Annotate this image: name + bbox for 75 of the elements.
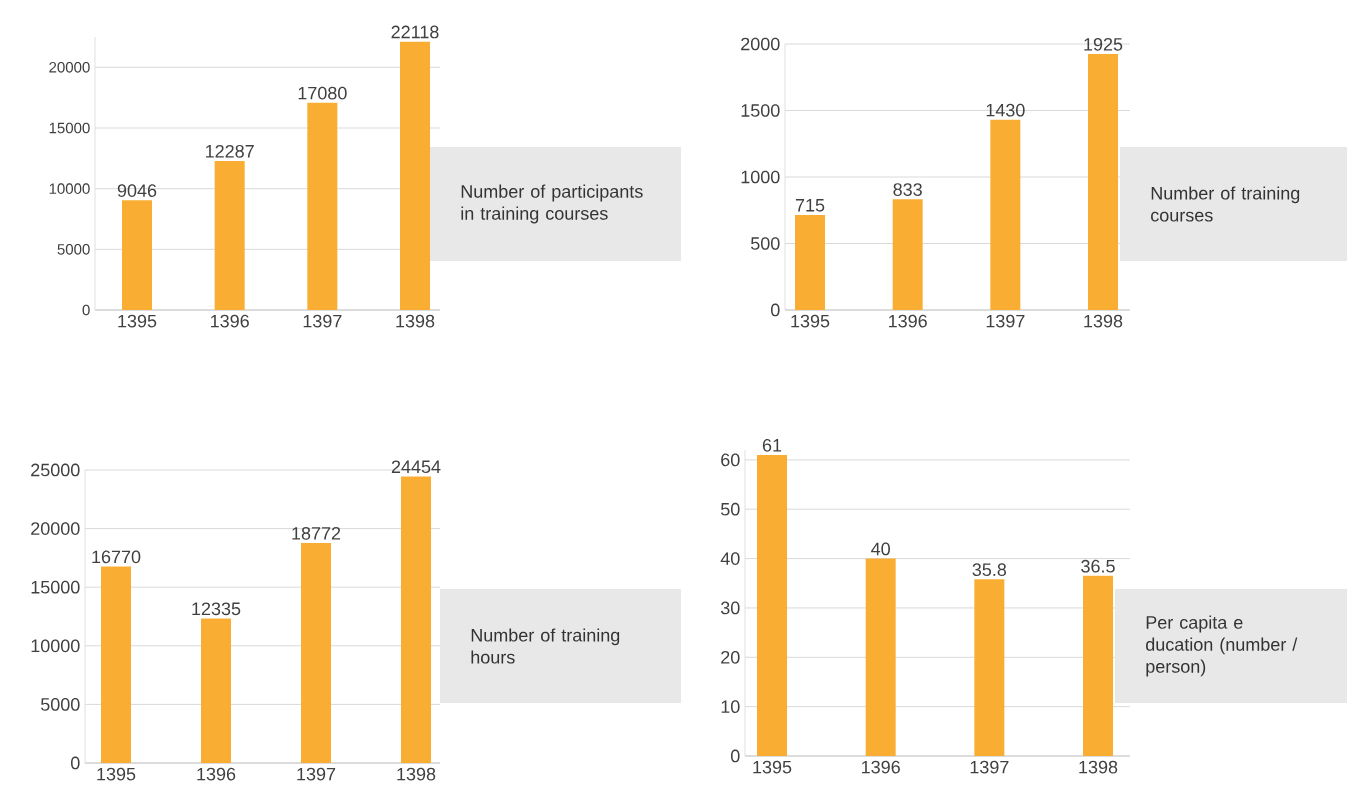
bar (122, 200, 153, 310)
x-tick-label: 1395 (791, 314, 830, 328)
bar (1088, 53, 1118, 310)
y-tick-label: 10000 (49, 183, 90, 194)
data-label: 12287 (206, 144, 254, 158)
x-tick-label: 1397 (303, 314, 342, 328)
x-tick-label: 1397 (986, 314, 1025, 328)
x-tick-label: 1396 (889, 314, 927, 328)
data-label: 35.8 (972, 563, 1007, 577)
data-label: 24454 (391, 460, 441, 474)
data-label: 17080 (298, 86, 347, 100)
bar (892, 199, 923, 310)
y-tick-label: 0 (770, 303, 780, 317)
y-tick-label: 500 (750, 237, 780, 250)
bar (865, 558, 896, 756)
data-label: 16770 (92, 550, 141, 564)
y-tick-label: 15000 (49, 122, 90, 134)
bar (757, 454, 788, 756)
y-tick-label: 25000 (31, 463, 80, 477)
x-tick-label: 1398 (397, 767, 436, 781)
x-tick-label: 1395 (118, 314, 157, 328)
bar (214, 160, 245, 310)
y-tick-label: 0 (730, 749, 740, 763)
data-label: 1430 (986, 103, 1025, 117)
x-tick-label: 1395 (97, 767, 136, 781)
text: Number of training hours (471, 628, 620, 664)
x-tick-label: 1398 (396, 314, 435, 328)
data-label: 18772 (292, 526, 341, 540)
y-tick-label: 0 (82, 304, 90, 316)
x-tick-label: 1395 (753, 760, 792, 774)
x-tick-label: 1396 (862, 760, 900, 774)
y-tick-label: 1500 (741, 104, 780, 117)
y-tick-label: 40 (720, 552, 740, 565)
data-label: 833 (893, 183, 922, 196)
bar (795, 214, 825, 310)
bar (101, 566, 132, 763)
y-tick-label: 20000 (31, 522, 80, 535)
data-label: 715 (795, 199, 825, 212)
y-tick-label: 5000 (57, 244, 90, 255)
bar (400, 41, 430, 310)
bar (974, 579, 1005, 756)
bar (301, 542, 332, 763)
data-label: 9046 (117, 184, 157, 197)
text: Number of participants in training courses (461, 184, 643, 224)
y-tick-label: 2000 (741, 37, 780, 51)
y-tick-label: 10000 (31, 639, 80, 653)
x-tick-label: 1398 (1079, 760, 1118, 774)
text: Number of training courses (1151, 186, 1300, 222)
y-tick-label: 1000 (741, 170, 780, 184)
x-tick-label: 1397 (970, 760, 1009, 774)
y-tick-label: 15000 (31, 580, 80, 594)
bar (201, 618, 232, 763)
text: Per capita e ducation (number / person) (1146, 615, 1298, 677)
y-tick-label: 10 (721, 700, 740, 714)
data-label: 36.5 (1081, 559, 1115, 573)
data-label: 61 (762, 438, 782, 452)
y-tick-label: 20 (721, 650, 740, 664)
data-label: 40 (871, 542, 890, 556)
y-tick-label: 30 (720, 601, 740, 615)
y-tick-label: 60 (721, 453, 740, 467)
y-tick-label: 50 (720, 502, 740, 516)
bar (307, 102, 338, 310)
bar (990, 119, 1021, 310)
x-tick-label: 1397 (297, 767, 336, 781)
x-tick-label: 1396 (211, 314, 249, 328)
data-label: 12335 (192, 602, 241, 616)
data-label: 22118 (391, 25, 439, 39)
data-label: 1925 (1084, 37, 1123, 51)
bar (401, 476, 432, 763)
y-tick-label: 5000 (40, 698, 80, 711)
y-tick-label: 20000 (49, 62, 90, 73)
x-tick-label: 1398 (1084, 314, 1123, 328)
x-tick-label: 1396 (197, 767, 236, 781)
y-tick-label: 0 (71, 756, 80, 770)
bar (1083, 575, 1114, 756)
